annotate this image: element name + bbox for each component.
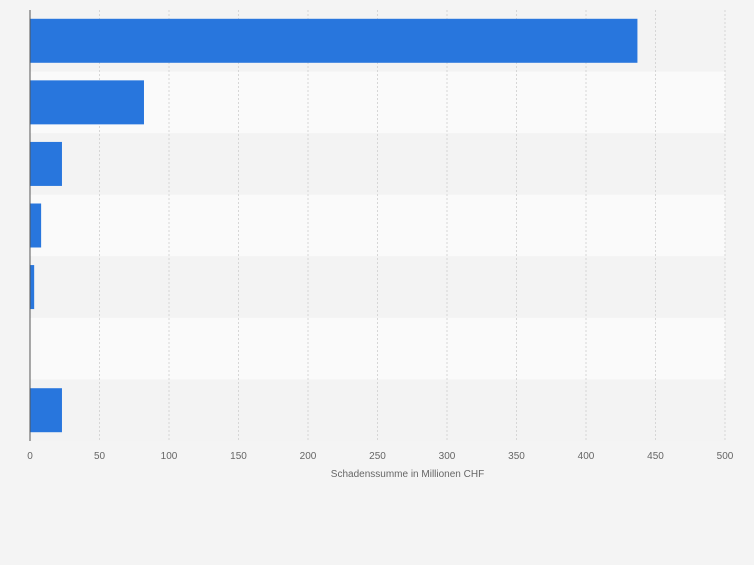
- x-tick-label: 100: [161, 451, 178, 462]
- bars: [30, 18, 638, 433]
- bar: [30, 18, 638, 63]
- x-tick-label: 400: [578, 451, 595, 462]
- bar: [30, 141, 62, 186]
- row-band: [30, 317, 725, 380]
- bar: [30, 388, 62, 433]
- bar: [30, 265, 35, 310]
- x-tick-label: 200: [300, 451, 317, 462]
- x-tick-label: 250: [369, 451, 386, 462]
- x-tick-label: 500: [717, 451, 734, 462]
- x-tick-label: 450: [647, 451, 664, 462]
- x-tick-label: 350: [508, 451, 525, 462]
- x-tick-label: 150: [230, 451, 247, 462]
- x-axis-label: Schadenssumme in Millionen CHF: [331, 469, 484, 480]
- x-tick-label: 0: [27, 451, 33, 462]
- x-tick-label: 300: [439, 451, 456, 462]
- bar: [30, 80, 144, 125]
- x-tick-labels: 0 50 100 150 200 250 300 350 400 450 500: [27, 451, 734, 462]
- x-tick-label: 50: [94, 451, 106, 462]
- bar: [30, 203, 42, 248]
